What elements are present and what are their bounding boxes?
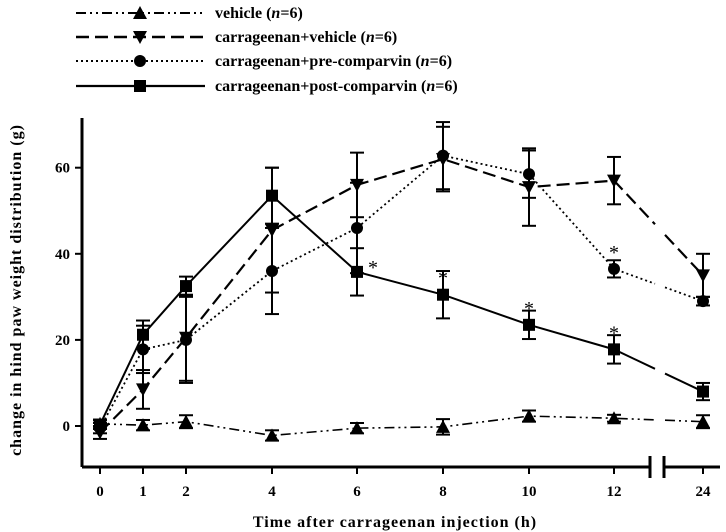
data-point xyxy=(180,333,192,346)
data-point xyxy=(133,6,147,19)
data-point xyxy=(137,328,149,341)
data-point xyxy=(136,383,150,397)
x-tick-label: 4 xyxy=(268,484,276,500)
data-point xyxy=(523,168,535,181)
data-point xyxy=(437,149,449,162)
legend-label: carrageenan+pre-comparvin (n=6) xyxy=(215,53,452,70)
data-point xyxy=(266,265,278,278)
data-point xyxy=(607,411,621,425)
x-tick-label: 6 xyxy=(353,484,361,500)
legend-item: carrageenan+vehicle (n=6) xyxy=(76,29,397,46)
data-point xyxy=(136,418,150,432)
x-tick-label: 12 xyxy=(607,484,622,500)
legend-item: vehicle (n=6) xyxy=(76,5,303,22)
series-line xyxy=(664,286,704,303)
significance-marker: * xyxy=(438,268,448,290)
y-tick-label: 60 xyxy=(55,161,70,177)
x-tick-label: 8 xyxy=(439,484,447,500)
legend-item: carrageenan+pre-comparvin (n=6) xyxy=(76,53,452,70)
series-line xyxy=(664,419,704,423)
series-line xyxy=(99,194,656,426)
legend: vehicle (n=6) carrageenan+vehicle (n=6) ca… xyxy=(76,5,458,95)
x-tick-label: 24 xyxy=(696,484,712,500)
data-point xyxy=(608,262,620,275)
series-line xyxy=(664,234,704,277)
x-tick-label: 10 xyxy=(522,484,537,500)
data-point xyxy=(522,409,536,423)
plot-area: * * * * * xyxy=(93,121,710,442)
data-point xyxy=(180,280,192,293)
series-line xyxy=(664,372,704,393)
legend-label: carrageenan+post-comparvin (n=6) xyxy=(215,78,458,95)
data-point xyxy=(133,31,147,44)
data-point xyxy=(351,221,363,234)
data-point xyxy=(266,189,278,202)
y-tick-label: 40 xyxy=(55,247,70,263)
data-point xyxy=(696,269,710,283)
series-4 xyxy=(93,166,710,431)
y-tick-label: 20 xyxy=(55,333,70,349)
data-point xyxy=(179,414,193,428)
data-point xyxy=(351,265,363,278)
x-tick-label: 2 xyxy=(182,484,190,500)
data-point xyxy=(523,318,535,331)
data-point xyxy=(697,295,709,308)
legend-item: carrageenan+post-comparvin (n=6) xyxy=(76,78,458,95)
data-point xyxy=(697,385,709,398)
data-point xyxy=(437,288,449,301)
significance-marker: * xyxy=(368,257,378,279)
significance-marker: * xyxy=(524,298,534,320)
data-point xyxy=(94,418,106,431)
series-line xyxy=(99,415,656,437)
data-point xyxy=(350,421,364,435)
data-point xyxy=(608,343,620,356)
data-point xyxy=(134,80,146,92)
series-1 xyxy=(93,409,710,442)
significance-marker: * xyxy=(609,242,619,264)
y-axis-title: change in hind paw weight distribution (… xyxy=(8,124,25,456)
significance-marker: * xyxy=(609,322,619,344)
data-point xyxy=(134,55,146,67)
legend-label: vehicle (n=6) xyxy=(215,5,303,22)
y-tick-label: 0 xyxy=(63,419,71,435)
x-tick-label: 0 xyxy=(96,484,104,500)
x-axis-title: Time after carrageenan injection (h) xyxy=(253,514,537,531)
data-point xyxy=(436,419,450,433)
data-point xyxy=(696,414,710,428)
legend-label: carrageenan+vehicle (n=6) xyxy=(215,29,397,46)
axes: Time after carrageenan injection (h) cha… xyxy=(8,118,720,531)
data-point xyxy=(265,428,279,442)
x-tick-label: 1 xyxy=(139,484,147,500)
data-point xyxy=(607,174,621,188)
